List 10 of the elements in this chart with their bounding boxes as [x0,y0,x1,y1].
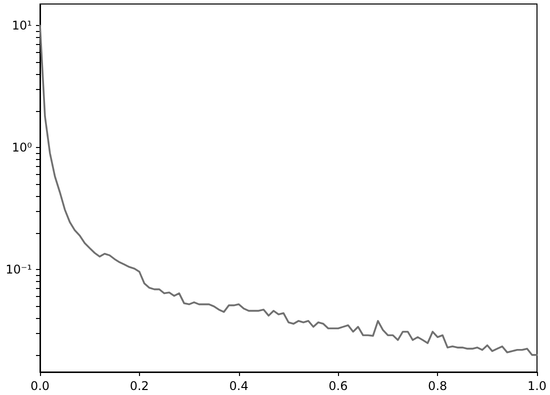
x-tick-label: 0.4 [229,379,248,393]
x-tick-label: 0.2 [130,379,149,393]
y-tick-label: 10⁰ [12,140,32,155]
y-tick-label: 10⁻¹ [6,262,32,277]
x-tick-label: 0.0 [30,379,50,393]
y-tick-label: 10¹ [12,18,32,32]
x-tick-label: 0.8 [428,379,448,393]
x-tick-label: 1.0 [527,379,547,393]
x-tick-label: 0.6 [328,379,348,393]
line-series [39,24,538,356]
